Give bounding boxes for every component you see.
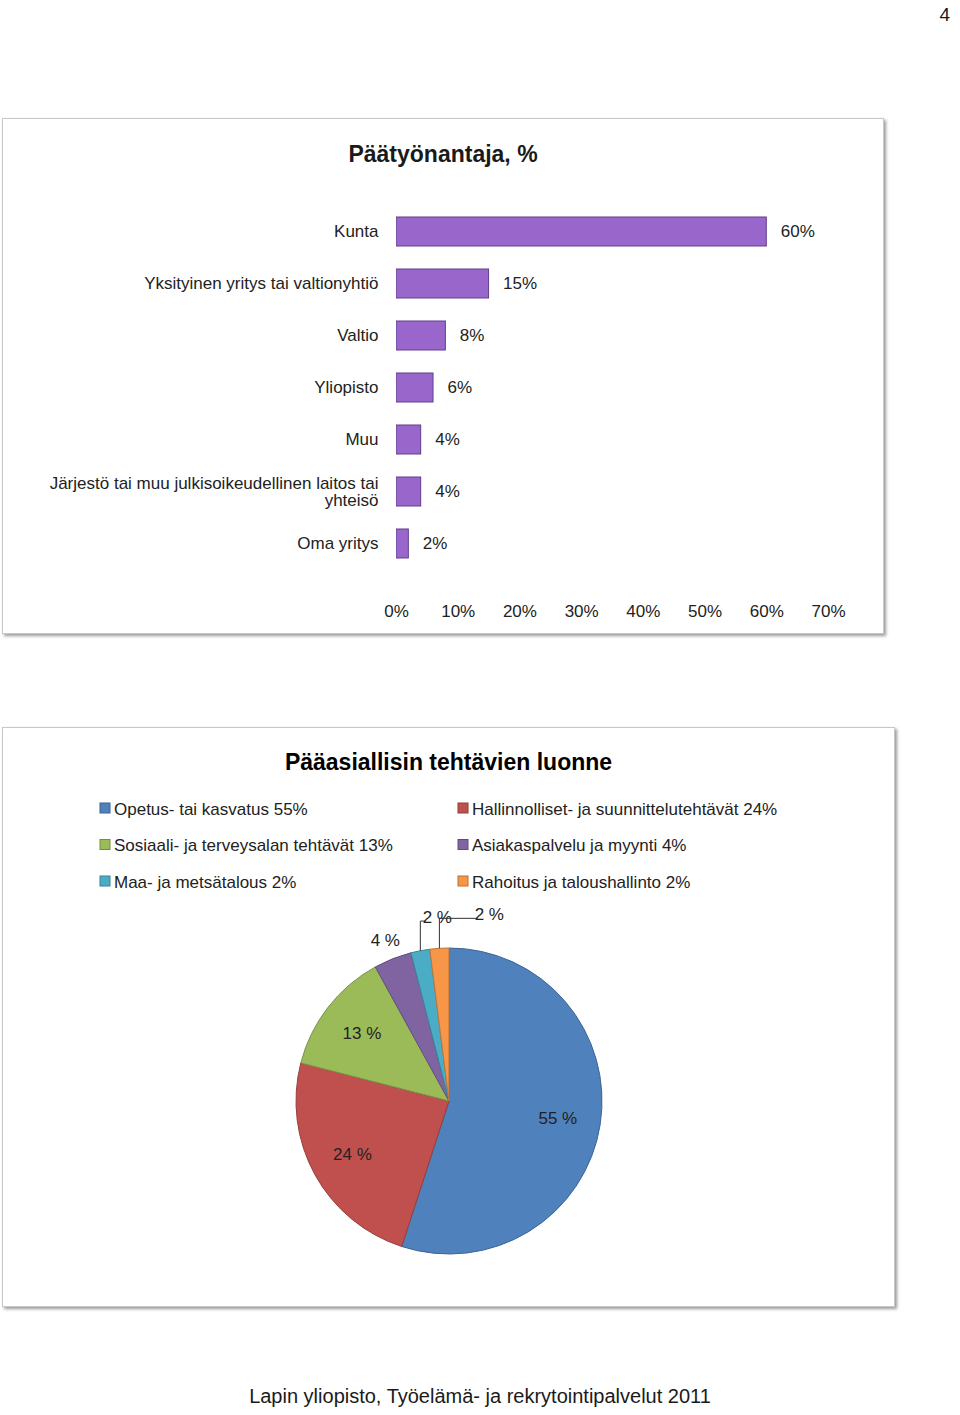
svg-text:0%: 0% bbox=[384, 602, 409, 621]
svg-text:60%: 60% bbox=[781, 222, 815, 241]
svg-text:2 %: 2 % bbox=[423, 908, 452, 927]
html-text:Päätyönantaja, %: Päätyönantaja, % bbox=[348, 141, 538, 167]
svg-text:4%: 4% bbox=[435, 482, 460, 501]
svg-text:20%: 20% bbox=[503, 602, 537, 621]
svg-text:2 %: 2 % bbox=[475, 905, 504, 924]
svg-text:Yliopisto: Yliopisto bbox=[314, 378, 378, 397]
svg-text:Kunta: Kunta bbox=[334, 222, 379, 241]
svg-text:60%: 60% bbox=[750, 602, 784, 621]
svg-text:10%: 10% bbox=[441, 602, 475, 621]
svg-text:55 %: 55 % bbox=[538, 1109, 577, 1128]
svg-text:Yksityinen yritys tai valtiony: Yksityinen yritys tai valtionyhtiö bbox=[144, 274, 378, 293]
svg-text:Hallinnolliset- ja suunnittelu: Hallinnolliset- ja suunnittelutehtävät 2… bbox=[472, 800, 777, 819]
svg-text:6%: 6% bbox=[448, 378, 473, 397]
svg-text:4%: 4% bbox=[435, 430, 460, 449]
svg-text:70%: 70% bbox=[811, 602, 845, 621]
svg-text:4 %: 4 % bbox=[371, 931, 400, 950]
svg-text:50%: 50% bbox=[688, 602, 722, 621]
svg-text:Sosiaali- ja terveysalan tehtä: Sosiaali- ja terveysalan tehtävät 13% bbox=[114, 836, 393, 855]
svg-text:40%: 40% bbox=[626, 602, 660, 621]
svg-text:Opetus- tai kasvatus 55%: Opetus- tai kasvatus 55% bbox=[114, 800, 308, 819]
svg-text:24 %: 24 % bbox=[333, 1145, 372, 1164]
svg-text:Rahoitus ja taloushallinto 2%: Rahoitus ja taloushallinto 2% bbox=[472, 873, 690, 892]
svg-text:Asiakaspalvelu ja myynti 4%: Asiakaspalvelu ja myynti 4% bbox=[472, 836, 686, 855]
svg-text:Muu: Muu bbox=[345, 430, 378, 449]
svg-text:8%: 8% bbox=[460, 326, 485, 345]
svg-text:Maa- ja metsätalous 2%: Maa- ja metsätalous 2% bbox=[114, 873, 296, 892]
svg-text:Valtio: Valtio bbox=[337, 326, 378, 345]
svg-text:Järjestö tai muu julkisoikeude: Järjestö tai muu julkisoikeudellinen lai… bbox=[50, 474, 379, 510]
svg-text:Oma yritys: Oma yritys bbox=[297, 534, 378, 553]
svg-text:Pääasiallisin tehtävien luonne: Pääasiallisin tehtävien luonne bbox=[285, 749, 612, 775]
html-text:4: 4 bbox=[939, 4, 950, 25]
svg-text:30%: 30% bbox=[565, 602, 599, 621]
svg-text:15%: 15% bbox=[503, 274, 537, 293]
html-text:Lapin yliopisto, Työelämä- ja: Lapin yliopisto, Työelämä- ja rekrytoint… bbox=[249, 1385, 711, 1407]
svg-text:13 %: 13 % bbox=[343, 1024, 382, 1043]
svg-text:2%: 2% bbox=[423, 534, 448, 553]
